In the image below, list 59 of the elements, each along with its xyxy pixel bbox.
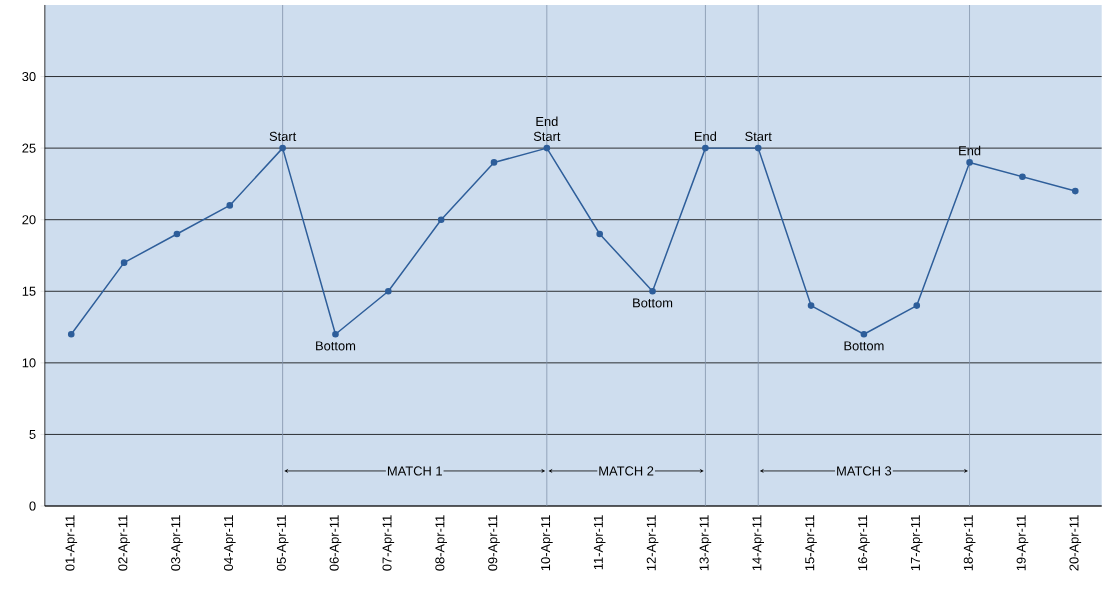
y-tick-label: 20 bbox=[22, 215, 36, 225]
x-tick-label: 02-Apr-11 bbox=[118, 515, 130, 571]
annotation: MATCH 3 bbox=[837, 466, 892, 476]
point bbox=[807, 302, 815, 310]
point bbox=[384, 288, 392, 295]
y-tick-label: 10 bbox=[22, 358, 36, 368]
x-tick-label: 19-Apr-11 bbox=[1016, 515, 1029, 571]
x-tick-label: 05-Apr-11 bbox=[276, 515, 289, 571]
annotation: Bottom bbox=[316, 341, 356, 351]
point bbox=[860, 331, 868, 338]
point bbox=[754, 145, 762, 152]
x-tick-label: 13-Apr-11 bbox=[699, 515, 712, 571]
point bbox=[226, 202, 234, 209]
x-tick-label: 09-Apr-11 bbox=[488, 515, 500, 571]
x-tick-label: 20-Apr-11 bbox=[1069, 515, 1082, 571]
point bbox=[437, 216, 445, 224]
annotation: Start bbox=[269, 132, 297, 142]
x-tick-label: 18-Apr-11 bbox=[963, 515, 976, 571]
x-tick-label: 11-Apr-11 bbox=[593, 515, 606, 570]
x-tick-label: 17-Apr-11 bbox=[910, 515, 923, 571]
y-tick-label: 25 bbox=[22, 143, 36, 153]
x-tick-label: 15-Apr-11 bbox=[805, 515, 817, 571]
point bbox=[1019, 173, 1026, 181]
point bbox=[332, 331, 339, 338]
x-tick-label: 03-Apr-11 bbox=[171, 515, 183, 571]
point bbox=[120, 259, 128, 267]
point bbox=[67, 331, 75, 338]
x-tick-label: 07-Apr-11 bbox=[382, 515, 395, 571]
point bbox=[649, 288, 656, 295]
x-tick-label: 16-Apr-11 bbox=[858, 515, 870, 571]
x-tick-label: 08-Apr-11 bbox=[435, 515, 447, 571]
point bbox=[490, 159, 498, 166]
point bbox=[279, 145, 286, 152]
x-tick-label: 12-Apr-11 bbox=[646, 515, 659, 571]
annotation: Start bbox=[745, 132, 772, 142]
y-tick-label: 0 bbox=[29, 501, 36, 511]
annotation: MATCH 2 bbox=[599, 466, 654, 476]
annotation: Start bbox=[533, 132, 561, 142]
point bbox=[1071, 187, 1079, 195]
x-tick-label: 14-Apr-11 bbox=[752, 515, 764, 571]
annotation: End bbox=[536, 116, 558, 127]
annotation: MATCH 1 bbox=[387, 466, 442, 476]
x-tick-label: 01-Apr-11 bbox=[65, 515, 78, 571]
x-tick-label: 04-Apr-11 bbox=[223, 515, 236, 571]
point bbox=[702, 145, 709, 152]
annotation: End bbox=[959, 145, 981, 156]
annotation: Bottom bbox=[844, 341, 884, 351]
annotation: Bottom bbox=[633, 298, 673, 308]
point bbox=[543, 145, 551, 152]
x-tick-label: 10-Apr-11 bbox=[541, 515, 553, 571]
x-tick-label: 06-Apr-11 bbox=[329, 515, 342, 571]
annotation: End bbox=[694, 131, 717, 142]
point bbox=[966, 159, 973, 166]
y-tick-label: 30 bbox=[22, 72, 36, 82]
point bbox=[173, 230, 181, 238]
y-tick-label: 15 bbox=[22, 286, 36, 296]
y-tick-label: 5 bbox=[29, 430, 36, 440]
point bbox=[913, 302, 921, 310]
point bbox=[596, 230, 604, 238]
